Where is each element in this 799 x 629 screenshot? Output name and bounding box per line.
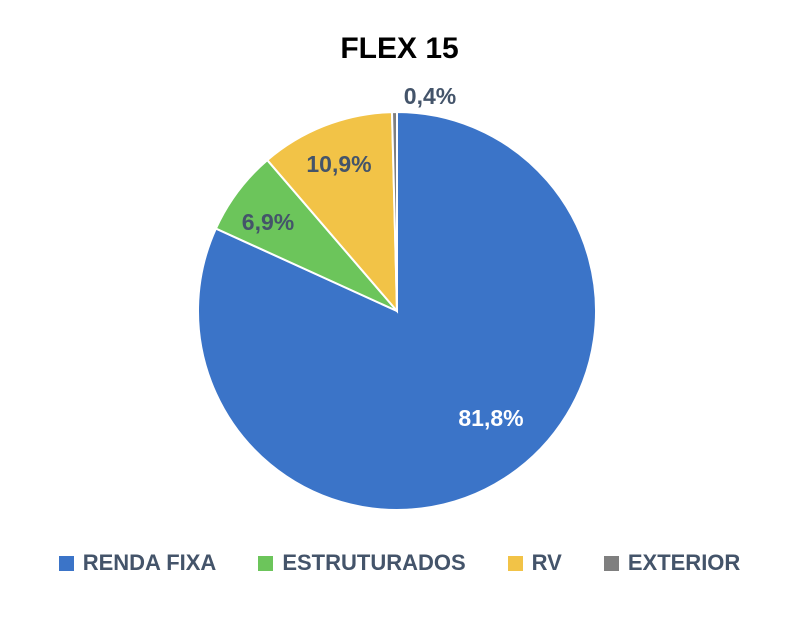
legend-swatch-estruturados xyxy=(258,555,274,571)
legend-label-estruturados: ESTRUTURADOS xyxy=(282,550,466,575)
legend-swatch-exterior xyxy=(603,555,619,571)
data-label-renda-fixa: 81,8% xyxy=(458,405,523,431)
legend-label-exterior: EXTERIOR xyxy=(627,550,741,575)
data-label-exterior: 0,4% xyxy=(404,83,456,109)
legend-item-renda-fixa: RENDA FIXA xyxy=(58,550,217,576)
chart-title: FLEX 15 xyxy=(340,32,459,65)
legend-label-rv: RV xyxy=(531,550,562,575)
pie-slice-exterior xyxy=(390,110,398,312)
pie-slice-rv xyxy=(265,111,399,314)
legend-swatch-rv xyxy=(507,555,523,571)
pie-labels: 81,8% 6,9% 10,9% 0,4% xyxy=(242,83,524,431)
legend-item-estruturados: ESTRUTURADOS xyxy=(258,550,466,576)
pie-slices xyxy=(197,110,597,511)
legend-item-rv: RV xyxy=(507,550,562,576)
legend: RENDA FIXA ESTRUTURADOS RV EXTERIOR xyxy=(0,550,799,576)
legend-label-renda-fixa: RENDA FIXA xyxy=(82,550,217,575)
data-label-estruturados: 6,9% xyxy=(242,209,294,235)
legend-swatch-renda-fixa xyxy=(58,555,74,571)
data-label-rv: 10,9% xyxy=(306,151,371,177)
legend-item-exterior: EXTERIOR xyxy=(603,550,741,576)
